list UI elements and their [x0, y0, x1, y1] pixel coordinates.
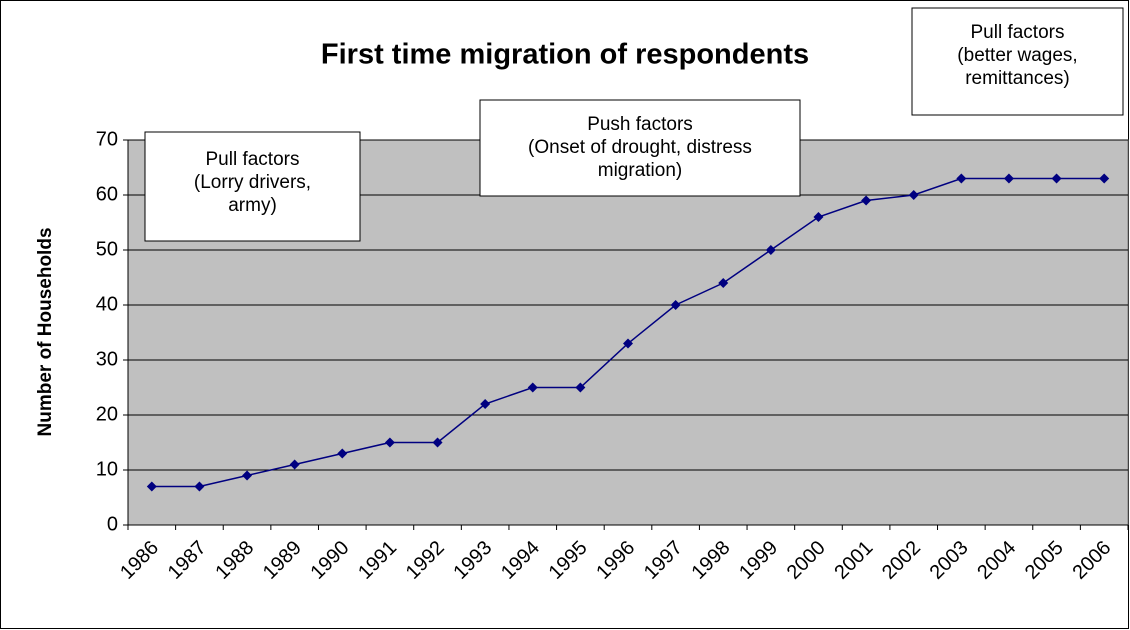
annotation-text: Push factors — [587, 114, 693, 135]
marker — [670, 300, 681, 310]
marker — [575, 382, 586, 393]
annotation-text: migration) — [598, 160, 682, 181]
marker — [146, 481, 157, 492]
marker — [289, 459, 300, 470]
annotation-text: (Onset of drought, distress — [528, 137, 752, 158]
marker — [718, 278, 729, 288]
annotation-text: (better wages, — [957, 45, 1077, 66]
marker — [908, 190, 919, 200]
marker — [432, 437, 443, 448]
marker — [813, 212, 824, 222]
marker — [861, 195, 872, 206]
marker — [623, 338, 633, 349]
marker — [384, 437, 395, 448]
marker — [480, 399, 491, 409]
y-tick-label: 60 — [96, 183, 118, 205]
marker — [765, 245, 776, 255]
marker — [242, 470, 253, 481]
annotation-text: remittances) — [965, 68, 1070, 89]
annotation-box — [144, 131, 361, 242]
annotation-text: (Lorry drivers, — [194, 172, 311, 193]
annotation-text: army) — [228, 195, 277, 216]
marker — [1051, 173, 1062, 184]
marker — [527, 382, 538, 393]
y-tick-label: 10 — [96, 458, 118, 480]
y-tick-label: 70 — [96, 128, 118, 150]
marker — [337, 448, 348, 459]
marker — [956, 173, 967, 184]
annotation-text: Pull factors — [206, 149, 300, 170]
annotation-text: Pull factors — [971, 22, 1065, 43]
y-tick-label: 20 — [96, 403, 118, 425]
chart-title: First time migration of respondents — [321, 39, 809, 71]
y-tick-label: 0 — [107, 513, 118, 535]
y-axis-label: Number of Households — [35, 227, 56, 436]
marker — [1003, 173, 1014, 184]
y-tick-label: 30 — [96, 348, 118, 370]
y-tick-label: 50 — [96, 238, 118, 260]
marker — [194, 481, 205, 492]
annotation-box — [479, 99, 801, 197]
annotation-box — [911, 7, 1124, 116]
marker — [1099, 173, 1110, 184]
y-tick-label: 40 — [96, 293, 118, 315]
